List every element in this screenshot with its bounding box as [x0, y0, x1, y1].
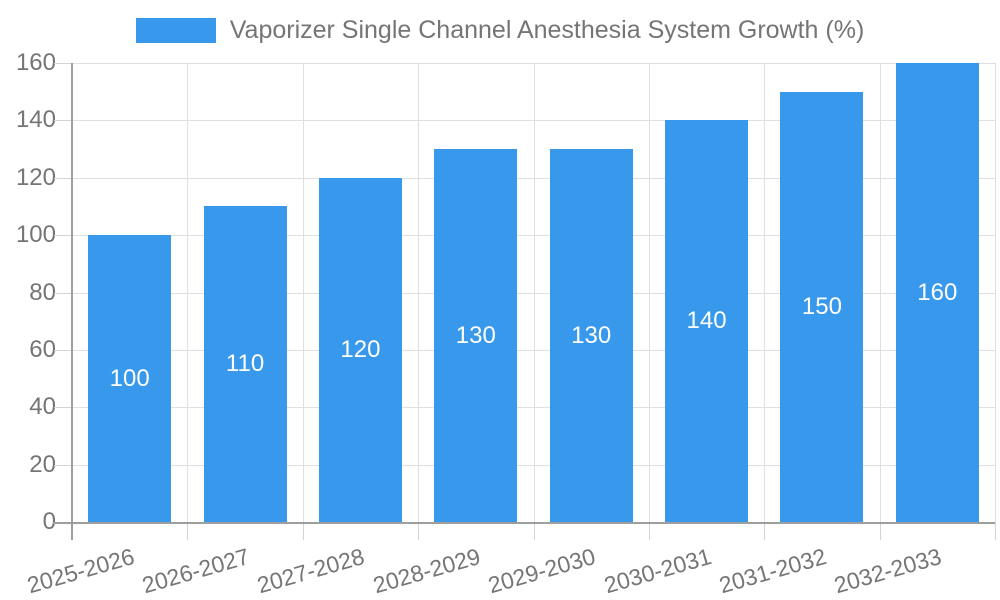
y-tick-label: 20 [29, 450, 56, 478]
y-tick-label: 0 [42, 508, 56, 535]
x-gridline [187, 63, 189, 522]
bar[interactable] [895, 63, 979, 522]
x-gridline [533, 63, 535, 522]
bar[interactable] [549, 149, 633, 522]
legend[interactable]: Vaporizer Single Channel Anesthesia Syst… [0, 16, 1000, 44]
x-tick-label: 2032-2033 [831, 543, 945, 599]
x-gridline [648, 63, 650, 522]
x-gridline [995, 63, 996, 522]
x-tick-mark [302, 522, 304, 540]
x-gridline [764, 63, 766, 522]
y-tick-label: 60 [29, 335, 56, 363]
y-tick-mark [54, 120, 72, 122]
y-tick-mark [54, 177, 72, 179]
x-tick-mark [879, 522, 881, 540]
bar-value-label: 130 [571, 321, 612, 349]
x-tick-mark [764, 522, 766, 540]
bar[interactable] [434, 149, 518, 522]
bar-value-label: 130 [455, 321, 496, 349]
bar[interactable] [88, 235, 172, 522]
x-gridline [418, 63, 420, 522]
y-tick-label: 160 [15, 49, 56, 76]
y-tick-mark [54, 292, 72, 294]
x-tick-label: 2029-2030 [485, 543, 599, 599]
y-tick-label: 140 [15, 106, 56, 134]
x-tick-label: 2026-2027 [139, 543, 253, 599]
y-tick-mark [54, 464, 72, 466]
legend-swatch-icon [135, 17, 216, 43]
bar[interactable] [665, 120, 749, 522]
x-tick-label: 2030-2031 [600, 543, 714, 599]
x-tick-mark [418, 522, 420, 540]
y-tick-label: 120 [15, 163, 56, 191]
y-tick-mark [54, 349, 72, 351]
x-gridline [302, 63, 304, 522]
bar-value-label: 140 [686, 307, 727, 335]
bar-value-label: 100 [109, 364, 150, 392]
y-tick-mark [54, 235, 72, 237]
bar-value-label: 160 [917, 278, 958, 306]
bar[interactable] [318, 177, 402, 522]
y-tick-label: 80 [29, 278, 56, 306]
x-tick-mark [648, 522, 650, 540]
x-axis-line [53, 522, 995, 524]
x-tick-mark [533, 522, 535, 540]
x-tick-mark [995, 522, 996, 540]
y-tick-mark [54, 407, 72, 409]
x-tick-label: 2025-2026 [23, 543, 137, 599]
bar-value-label: 120 [340, 335, 381, 363]
y-tick-label: 100 [15, 221, 56, 249]
bar[interactable] [203, 206, 287, 522]
legend-label: Vaporizer Single Channel Anesthesia Syst… [229, 16, 865, 44]
x-tick-mark [187, 522, 189, 540]
y-axis-line [71, 63, 73, 540]
x-gridline [879, 63, 881, 522]
bar-value-label: 110 [225, 350, 265, 378]
y-tick-label: 40 [29, 393, 56, 421]
bar-value-label: 150 [801, 292, 842, 320]
y-tick-mark [54, 63, 72, 64]
x-tick-label: 2031-2032 [716, 543, 830, 599]
x-tick-label: 2027-2028 [254, 543, 368, 599]
x-tick-label: 2028-2029 [370, 543, 483, 599]
bar[interactable] [780, 91, 864, 522]
